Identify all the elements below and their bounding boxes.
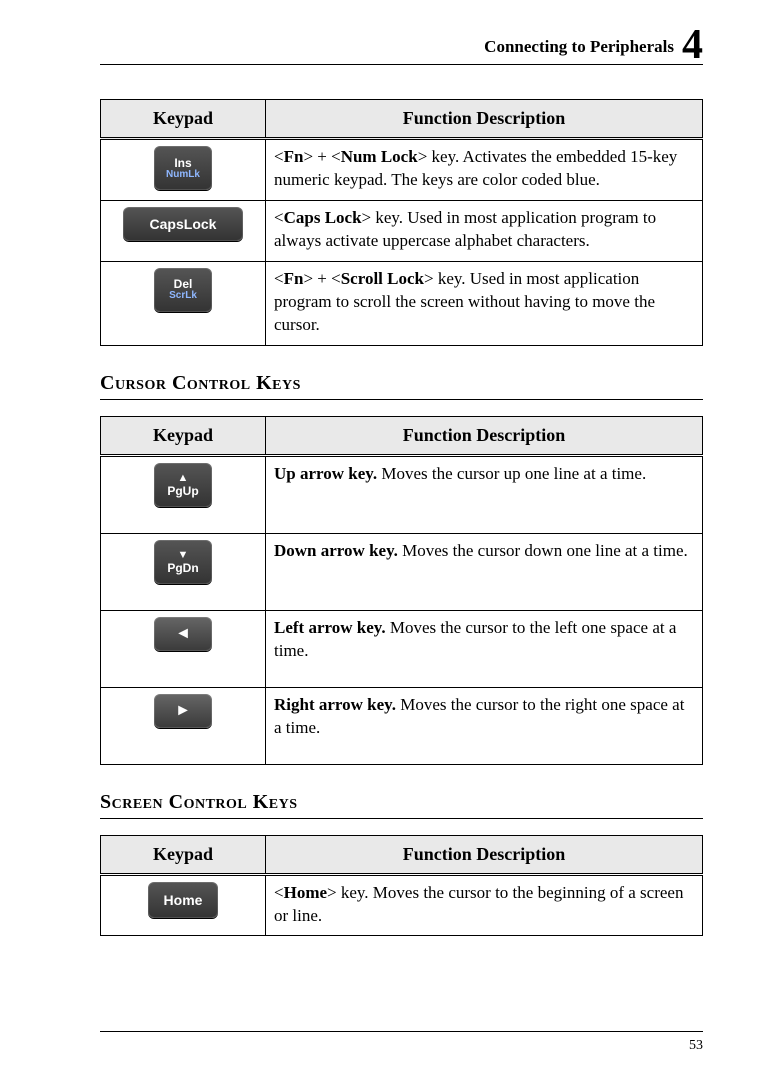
keypad-cell: ▲ PgUp xyxy=(101,455,266,533)
left-arrow-key-icon: ◄ xyxy=(154,617,212,651)
table-row: Home <Home> key. Moves the cursor to the… xyxy=(101,874,703,936)
description-cell: <Fn> + <Scroll Lock> key. Used in most a… xyxy=(266,261,703,345)
header-title: Connecting to Peripherals xyxy=(484,37,674,57)
col-function: Function Description xyxy=(266,416,703,455)
cursor-keys-table: Keypad Function Description ▲ PgUp Up ar… xyxy=(100,416,703,765)
description-cell: Down arrow key. Moves the cursor down on… xyxy=(266,533,703,610)
home-key-icon: Home xyxy=(148,882,218,918)
table-row: CapsLock <Caps Lock> key. Used in most a… xyxy=(101,200,703,261)
keypad-cell: Ins NumLk xyxy=(101,139,266,201)
col-keypad: Keypad xyxy=(101,416,266,455)
col-keypad: Keypad xyxy=(101,835,266,874)
table-row: ▼ PgDn Down arrow key. Moves the cursor … xyxy=(101,533,703,610)
keypad-cell: Home xyxy=(101,874,266,936)
keypad-cell: ◄ xyxy=(101,610,266,687)
table-header-row: Keypad Function Description xyxy=(101,835,703,874)
page: Connecting to Peripherals 4 Keypad Funct… xyxy=(0,0,761,1078)
keypad-cell: Del ScrLk xyxy=(101,261,266,345)
col-function: Function Description xyxy=(266,100,703,139)
table-row: ◄ Left arrow key. Moves the cursor to th… xyxy=(101,610,703,687)
page-number: 53 xyxy=(689,1038,703,1053)
lock-keys-table: Keypad Function Description Ins NumLk <F… xyxy=(100,99,703,346)
chapter-number: 4 xyxy=(682,24,703,66)
running-header: Connecting to Peripherals 4 xyxy=(100,18,703,65)
down-pgdn-key-icon: ▼ PgDn xyxy=(154,540,212,584)
keypad-cell: ► xyxy=(101,687,266,764)
screen-keys-table: Keypad Function Description Home <Home> … xyxy=(100,835,703,937)
description-cell: <Fn> + <Num Lock> key. Activates the emb… xyxy=(266,139,703,201)
keypad-cell: ▼ PgDn xyxy=(101,533,266,610)
col-function: Function Description xyxy=(266,835,703,874)
col-keypad: Keypad xyxy=(101,100,266,139)
up-pgup-key-icon: ▲ PgUp xyxy=(154,463,212,507)
description-cell: Left arrow key. Moves the cursor to the … xyxy=(266,610,703,687)
table-row: Ins NumLk <Fn> + <Num Lock> key. Activat… xyxy=(101,139,703,201)
table-row: ► Right arrow key. Moves the cursor to t… xyxy=(101,687,703,764)
ins-numlk-key-icon: Ins NumLk xyxy=(154,146,212,190)
table-row: ▲ PgUp Up arrow key. Moves the cursor up… xyxy=(101,455,703,533)
right-arrow-key-icon: ► xyxy=(154,694,212,728)
del-scrlk-key-icon: Del ScrLk xyxy=(154,268,212,312)
table-header-row: Keypad Function Description xyxy=(101,416,703,455)
table-row: Del ScrLk <Fn> + <Scroll Lock> key. Used… xyxy=(101,261,703,345)
description-cell: <Caps Lock> key. Used in most applicatio… xyxy=(266,200,703,261)
description-cell: Up arrow key. Moves the cursor up one li… xyxy=(266,455,703,533)
section-screen-control: Screen Control Keys xyxy=(100,791,703,819)
description-cell: Right arrow key. Moves the cursor to the… xyxy=(266,687,703,764)
keypad-cell: CapsLock xyxy=(101,200,266,261)
capslock-key-icon: CapsLock xyxy=(123,207,243,241)
table-header-row: Keypad Function Description xyxy=(101,100,703,139)
section-cursor-control: Cursor Control Keys xyxy=(100,372,703,400)
description-cell: <Home> key. Moves the cursor to the begi… xyxy=(266,874,703,936)
page-footer: 53 xyxy=(100,1031,703,1054)
